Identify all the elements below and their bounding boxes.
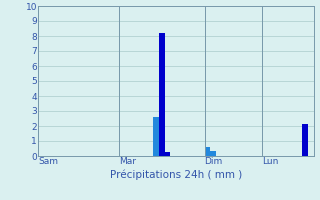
Bar bbox=[153, 117, 159, 156]
Bar bbox=[164, 152, 170, 156]
X-axis label: Précipitations 24h ( mm ): Précipitations 24h ( mm ) bbox=[110, 169, 242, 180]
Bar bbox=[211, 151, 216, 156]
Bar bbox=[302, 124, 308, 156]
Bar bbox=[159, 33, 164, 156]
Bar bbox=[205, 147, 211, 156]
